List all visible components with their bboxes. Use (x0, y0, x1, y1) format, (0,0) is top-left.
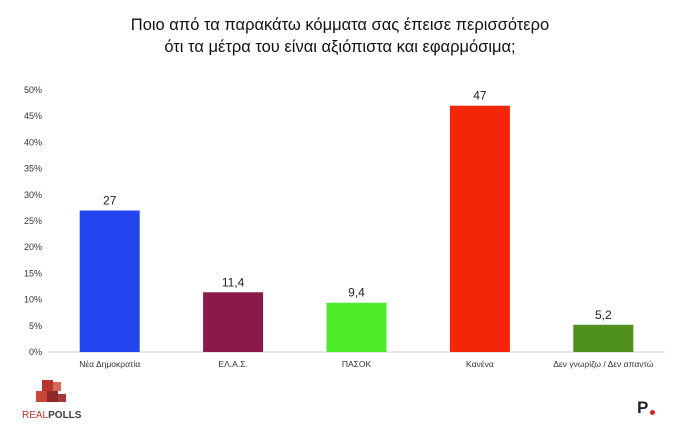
y-tick-label: 50% (24, 85, 42, 95)
bar (203, 292, 264, 352)
y-tick-label: 5% (29, 321, 42, 331)
y-tick-label: 30% (24, 190, 42, 200)
y-tick-label: 20% (24, 242, 42, 252)
y-tick-label: 25% (24, 216, 42, 226)
realpolls-cubes-icon (36, 380, 66, 402)
x-tick-label: Κανένα (466, 359, 494, 369)
bar (326, 302, 387, 352)
x-tick-label: Νέα Δημοκρατία (79, 359, 140, 369)
value-labels: 27 11,4 9,4 47 5,2 (103, 89, 612, 322)
x-tick-label: ΠΑΣΟΚ (342, 359, 372, 369)
y-tick-label: 40% (24, 137, 42, 147)
bars (79, 105, 634, 352)
bar-value-label: 9,4 (348, 286, 365, 300)
y-tick-label: 10% (24, 295, 42, 305)
y-tick-label: 45% (24, 111, 42, 121)
y-tick-label: 35% (24, 164, 42, 174)
y-axis: 0% 5% 10% 15% 20% 25% 30% 35% 40% 45% 50% (24, 85, 42, 357)
bar (573, 324, 634, 352)
bar (79, 210, 140, 352)
realpolls-logo-text: REALPOLLS (22, 410, 81, 421)
x-axis: Νέα Δημοκρατία ΕΛ.Α.Σ. ΠΑΣΟΚ Κανένα Δεν γνωρ… (79, 359, 653, 369)
bar-value-label: 27 (103, 194, 117, 208)
chart-title: Ποιο από τα παρακάτω κόμματα σας έπεισε … (0, 14, 680, 58)
realpolls-logo-text-polls: POLLS (48, 410, 82, 421)
chart-title-line-1: Ποιο από τα παρακάτω κόμματα σας έπεισε … (130, 16, 550, 34)
x-tick-label: Δεν γνωρίζω / Δεν απαντώ (553, 359, 654, 369)
bar-value-label: 47 (473, 89, 487, 103)
realpolls-logo-text-real: REAL (22, 410, 49, 421)
bar-value-label: 5,2 (595, 308, 612, 322)
publisher-logo-dot (650, 410, 655, 415)
y-tick-label: 0% (29, 347, 42, 357)
x-tick-label: ΕΛ.Α.Σ. (218, 359, 247, 369)
publisher-logo: P (637, 398, 649, 417)
chart-title-line-2: ότι τα μέτρα του είναι αξιόπιστα και εφα… (164, 38, 516, 56)
bar-value-label: 11,4 (222, 275, 245, 289)
realpolls-logo: REALPOLLS (22, 378, 92, 424)
bar (449, 105, 510, 352)
y-tick-label: 15% (24, 268, 42, 278)
